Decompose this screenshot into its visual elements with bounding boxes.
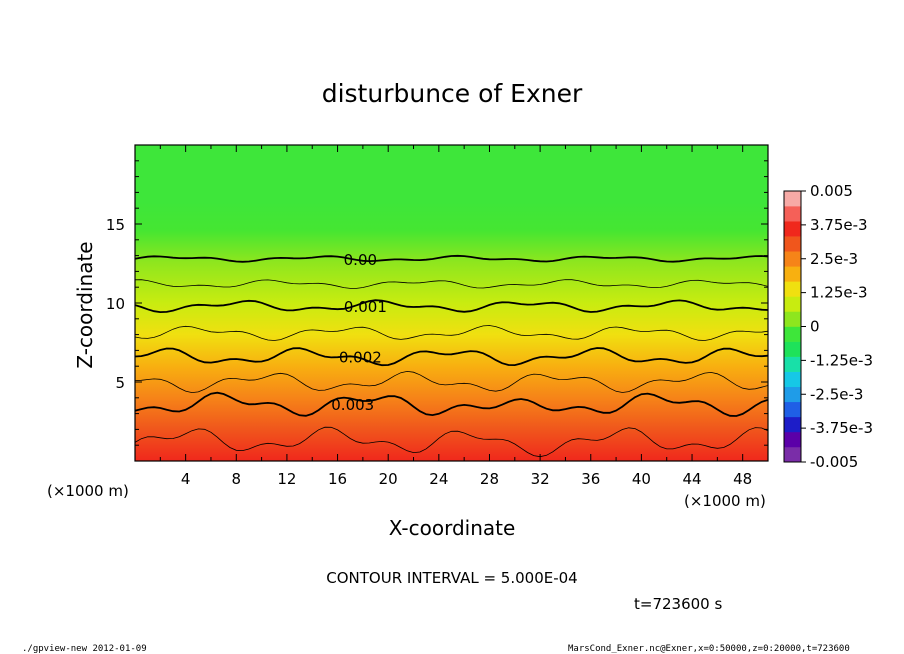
x-tick-label: 16	[328, 470, 347, 488]
x-tick-label: 40	[632, 470, 651, 488]
colorbar-label: 2.5e-3	[810, 250, 858, 268]
footer-left: ./gpview-new 2012-01-09	[22, 644, 147, 654]
contour-labels: 0.00 0.001 0.002 0.003	[331, 251, 387, 414]
colorbar-label: -0.005	[810, 453, 858, 471]
colorbar-swatch	[784, 266, 801, 282]
x-tick-label: 28	[480, 470, 499, 488]
y-axis-ticks: 5 10 15	[106, 160, 768, 446]
contour-lines	[135, 254, 768, 458]
colorbar-swatch	[784, 371, 801, 388]
colorbar-swatch	[784, 296, 801, 312]
contour-line	[135, 254, 768, 263]
contour-label: 0.00	[344, 251, 377, 269]
colorbar-swatch	[784, 416, 801, 433]
colorbar-swatch	[784, 191, 801, 207]
x-tick-label: 12	[277, 470, 296, 488]
colorbar-label: -2.5e-3	[810, 385, 863, 403]
x-tick-label: 24	[429, 470, 448, 488]
colorbar-labels: 0.005 3.75e-3 2.5e-3 1.25e-3 0 -1.25e-3 -2.5e-…	[801, 182, 873, 471]
y-tick-label: 10	[106, 295, 125, 313]
colorbar	[783, 190, 802, 463]
colorbar-swatch	[784, 356, 801, 372]
colorbar-swatch	[784, 341, 801, 357]
x-unit-right: (×1000 m)	[684, 492, 766, 510]
contour-line	[135, 279, 768, 289]
y-tick-label: 15	[106, 216, 125, 234]
x-tick-label: 20	[379, 470, 398, 488]
x-tick-label: 8	[232, 470, 242, 488]
colorbar-swatch	[784, 236, 801, 252]
contour-interval-text: CONTOUR INTERVAL = 5.000E-04	[326, 569, 577, 587]
x-axis-label: X-coordinate	[389, 516, 516, 540]
contour-line	[135, 299, 768, 314]
x-tick-label: 44	[682, 470, 701, 488]
colorbar-swatch	[784, 311, 801, 327]
colorbar-label: 1.25e-3	[810, 284, 868, 302]
x-unit-left: (×1000 m)	[47, 482, 129, 500]
x-tick-label: 36	[581, 470, 600, 488]
colorbar-swatch	[784, 251, 801, 267]
x-tick-label: 4	[181, 470, 191, 488]
contour-label: 0.001	[344, 298, 387, 316]
contour-line	[135, 370, 768, 394]
colorbar-swatch	[784, 281, 801, 297]
contour-label: 0.002	[339, 349, 382, 367]
colorbar-swatch	[784, 401, 801, 418]
colorbar-swatch	[784, 326, 801, 342]
contour-line	[135, 325, 768, 341]
colorbar-label: -1.25e-3	[810, 351, 873, 369]
colorbar-swatch	[784, 431, 801, 448]
contour-line	[135, 347, 768, 367]
x-tick-label: 48	[733, 470, 752, 488]
contour-label: 0.003	[331, 396, 374, 414]
colorbar-swatch	[784, 206, 801, 222]
x-tick-label: 32	[531, 470, 550, 488]
contour-line	[135, 391, 768, 417]
colorbar-label: 3.75e-3	[810, 216, 868, 234]
y-axis-label: Z-coordinate	[73, 241, 97, 368]
y-tick-label: 5	[115, 374, 125, 392]
x-axis-ticks: 4 8 12 16 20 24 28 32 36 40 44 48	[159, 145, 769, 488]
colorbar-swatch	[784, 221, 801, 237]
colorbar-label: 0	[810, 318, 820, 336]
plot-field	[135, 145, 768, 461]
colorbar-swatch	[784, 446, 801, 463]
chart-title: disturbunce of Exner	[322, 79, 583, 108]
contour-line	[135, 426, 768, 458]
colorbar-label: -3.75e-3	[810, 419, 873, 437]
colorbar-swatch	[784, 386, 801, 403]
time-text: t=723600 s	[634, 595, 722, 613]
footer-right: MarsCond_Exner.nc@Exner,x=0:50000,z=0:20…	[568, 644, 850, 654]
colorbar-label: 0.005	[810, 182, 853, 200]
